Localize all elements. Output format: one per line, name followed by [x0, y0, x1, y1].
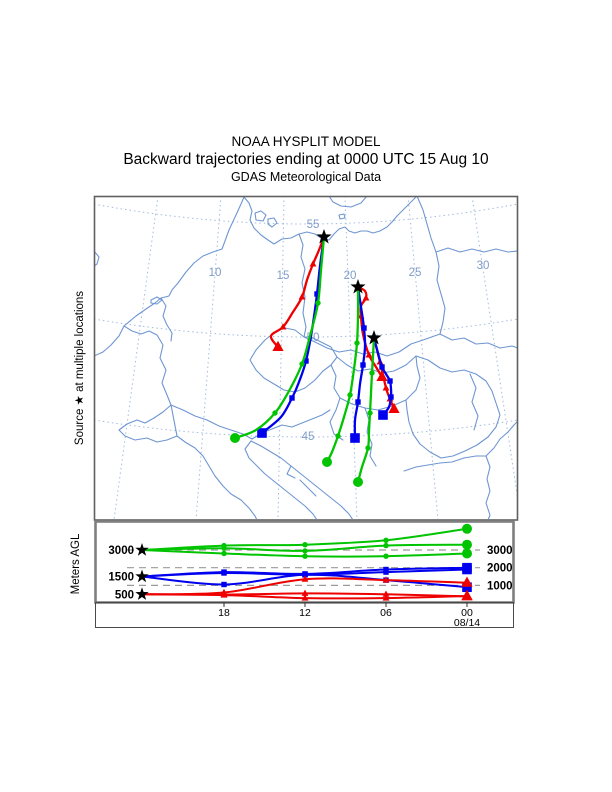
time-tick-label: 00	[461, 607, 473, 619]
trajectory-marker-circle	[462, 523, 472, 534]
trajectory-marker-square	[379, 364, 385, 370]
trajectory-marker-triangle	[220, 591, 228, 598]
trajectory-marker-circle	[383, 537, 389, 543]
trajectory-marker-circle	[322, 457, 332, 467]
trajectory-marker-square	[388, 394, 394, 400]
source-star	[366, 330, 382, 345]
trajectory-marker-circle	[347, 392, 353, 398]
graticule-label: 10	[209, 267, 222, 279]
trajectory-marker-circle	[221, 545, 227, 551]
trajectory-marker-circle	[353, 477, 363, 487]
graticule-label: 15	[277, 270, 290, 282]
model-title: NOAA HYSPLIT MODEL	[231, 134, 381, 149]
title-block: NOAA HYSPLIT MODEL Backward trajectories…	[0, 133, 612, 185]
trajectory-marker-triangle	[279, 323, 287, 330]
source-star	[135, 587, 149, 600]
trajectory-marker-circle	[354, 340, 360, 346]
trajectory-marker-triangle	[362, 294, 370, 301]
source-star	[135, 569, 149, 583]
time-tick-label: 12	[299, 607, 311, 619]
graticule-label: 25	[409, 267, 422, 279]
trajectory-marker-triangle	[461, 589, 473, 600]
trajectory-marker-circle	[367, 410, 373, 416]
trajectory-marker-square	[221, 581, 227, 588]
trajectory-marker-triangle	[272, 340, 284, 351]
trajectory-marker-square	[350, 433, 360, 443]
trajectory-marker-square	[360, 362, 366, 368]
trajectory-marker-triangle	[298, 293, 306, 300]
trajectory-marker-square	[257, 428, 267, 438]
trajectory-marker-square	[462, 582, 472, 592]
trajectory-marker-square	[221, 570, 227, 576]
trajectory-marker-circle	[230, 433, 240, 443]
time-tick-label: 06	[380, 607, 392, 619]
trajectory-marker-square	[303, 358, 309, 364]
trajectory-marker-square	[462, 564, 472, 575]
trajectory-marker-circle	[221, 550, 227, 557]
trajectory-title: Backward trajectories ending at 0000 UTC…	[123, 151, 489, 168]
trajectory-marker-circle	[302, 548, 308, 554]
date-label: 08/14	[454, 617, 480, 629]
trajectory-marker-circle	[383, 542, 389, 549]
trajectory-marker-circle	[315, 300, 321, 306]
trajectory-marker-circle	[299, 361, 305, 367]
trajectory-marker-square	[361, 325, 367, 331]
trajectory-marker-square	[314, 291, 320, 297]
start-height-label: 500	[115, 589, 134, 601]
trajectory-marker-triangle	[382, 594, 390, 601]
trajectory-marker-triangle	[382, 384, 390, 391]
graticule-label: 30	[477, 260, 490, 272]
meridian-10e	[195, 197, 222, 519]
graticule-label: 55	[307, 219, 320, 231]
start-height-label: 3000	[108, 545, 134, 557]
trajectory-marker-triangle	[301, 589, 309, 596]
parallel-45n	[95, 419, 517, 438]
trajectory-marker-square	[355, 399, 361, 405]
trajectory-marker-circle	[272, 410, 278, 416]
graticule-label: 20	[344, 270, 357, 282]
trajectory-marker-circle	[302, 542, 308, 548]
map-frame	[93, 195, 519, 521]
trajectory-marker-circle	[302, 553, 308, 559]
start-height-label: 1500	[108, 572, 134, 584]
trajectory-marker-triangle	[388, 402, 400, 413]
meridian-15e	[277, 197, 285, 519]
height-axis-label: 2000	[487, 563, 513, 575]
trajectory-marker-circle	[365, 445, 371, 451]
trajectory-marker-triangle	[309, 260, 317, 267]
profile-frame	[94, 520, 515, 604]
time-tick-label: 18	[218, 607, 230, 619]
trajectory-marker-triangle	[382, 590, 390, 597]
trajectory-marker-square	[387, 378, 393, 384]
height-axis-label: 3000	[487, 545, 513, 557]
graticule-label: 45	[302, 431, 315, 443]
trajectory-marker-square	[289, 395, 295, 401]
trajectory-marker-triangle	[382, 576, 390, 583]
trajectory-marker-triangle	[365, 351, 373, 358]
trajectory-marker-square	[383, 569, 389, 575]
trajectory-marker-circle	[335, 433, 341, 439]
trajectory-marker-circle	[369, 370, 375, 376]
trajectory-marker-circle	[462, 548, 472, 559]
meridian-5e	[113, 197, 159, 519]
source-star	[135, 543, 149, 556]
meteorology-subtitle: GDAS Meteorological Data	[230, 170, 382, 184]
trajectory-marker-triangle	[301, 575, 309, 582]
trajectory-marker-circle	[383, 553, 389, 559]
trajectory-marker-square	[302, 572, 308, 578]
trajectory-marker-square	[378, 410, 388, 420]
trajectory-marker-triangle	[461, 576, 473, 587]
meridian-20e	[344, 197, 358, 519]
source-star	[350, 279, 366, 294]
height-axis-label: 1000	[487, 580, 513, 592]
source-star	[316, 229, 332, 244]
trajectory-marker-circle	[462, 539, 472, 550]
trajectory-marker-triangle	[301, 594, 309, 601]
meridian-30e	[471, 197, 517, 497]
